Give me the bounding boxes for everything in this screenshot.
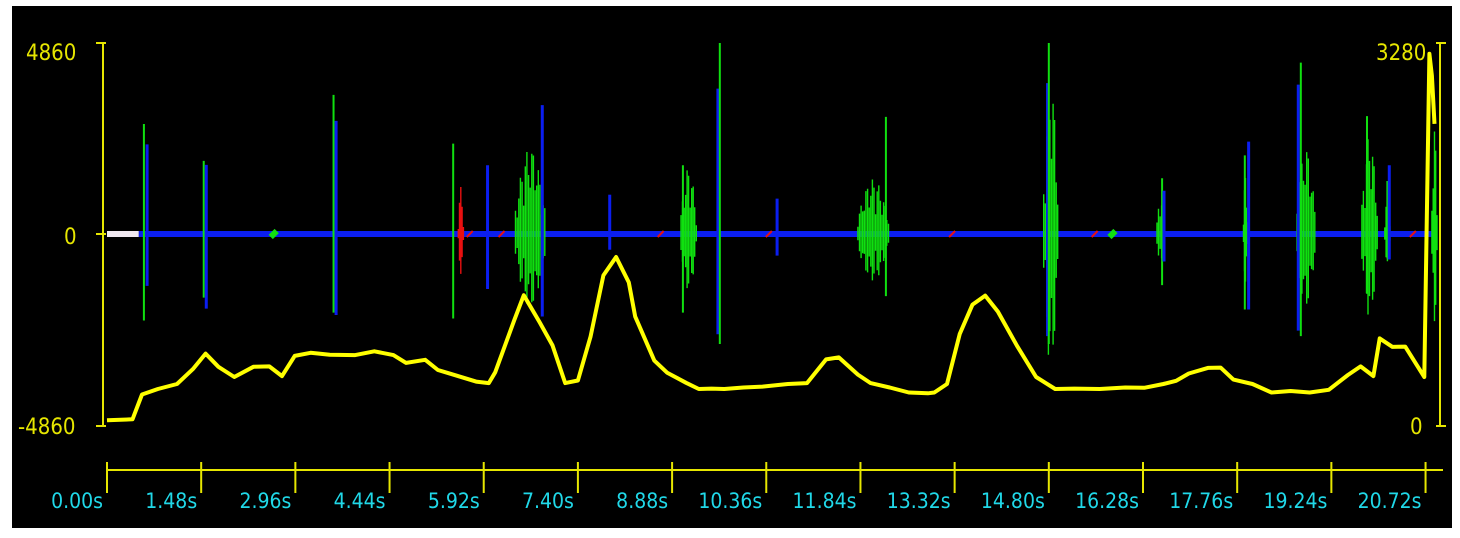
burst-green	[1043, 92, 1059, 355]
x-tick-label: 17.76s	[1169, 489, 1233, 513]
baseline-marker-green	[268, 228, 279, 240]
x-tick-label: 13.32s	[887, 489, 951, 513]
left-axis-mid-label: 0	[64, 225, 77, 250]
x-tick-label: 1.48s	[145, 489, 197, 513]
axes	[96, 42, 1446, 471]
x-tick-label: 16.28s	[1075, 489, 1139, 513]
envelope-line	[106, 51, 1437, 423]
x-axis-ticks: 0.00s 1.48s 2.96s 4.44s 5.92s 7.40s 8.88s 10.36…	[51, 462, 1427, 513]
waveform-panel: 4860 0 -4860 3280 0 0.00s 1.48s 2.96s 4.44s…	[12, 6, 1452, 528]
baseline-marker-red	[497, 230, 506, 238]
labels: 4860 0 -4860 3280 0	[18, 41, 1426, 440]
x-tick-label: 19.24s	[1263, 489, 1327, 513]
x-tick-label: 11.84s	[793, 489, 857, 513]
burst-green	[857, 179, 890, 281]
baseline-marker-red	[656, 230, 665, 238]
x-tick-label: 20.72s	[1358, 489, 1422, 513]
x-tick-label: 10.36s	[698, 489, 762, 513]
x-tick-label: 14.80s	[981, 489, 1045, 513]
right-axis-top-label: 3280	[1376, 41, 1426, 66]
x-tick-label: 4.44s	[334, 489, 386, 513]
waveform-chart: 4860 0 -4860 3280 0 0.00s 1.48s 2.96s 4.44s…	[18, 41, 1446, 513]
baseline-marker-red	[466, 230, 474, 238]
envelope	[106, 51, 1437, 423]
left-axis-bottom-label: -4860	[18, 415, 76, 440]
x-tick-label: 8.88s	[616, 489, 668, 513]
burst-green	[514, 152, 546, 304]
burst-green	[1431, 131, 1438, 322]
baseline-marker-red	[765, 230, 773, 238]
left-axis-top-label: 4860	[26, 41, 76, 66]
baseline-marker-green	[1107, 228, 1118, 240]
x-tick-label: 0.00s	[51, 489, 103, 513]
x-tick-label: 5.92s	[428, 489, 480, 513]
x-tick-label: 2.96s	[239, 489, 291, 513]
burst-red	[457, 187, 465, 274]
traces	[107, 43, 1438, 355]
burst-green	[1361, 139, 1378, 315]
baseline-marker-red	[1090, 230, 1099, 238]
right-axis-bottom-label: 0	[1410, 415, 1423, 440]
baseline-marker-red	[1409, 230, 1417, 238]
baseline-marker-red	[948, 230, 956, 238]
x-tick-label: 7.40s	[522, 489, 574, 513]
